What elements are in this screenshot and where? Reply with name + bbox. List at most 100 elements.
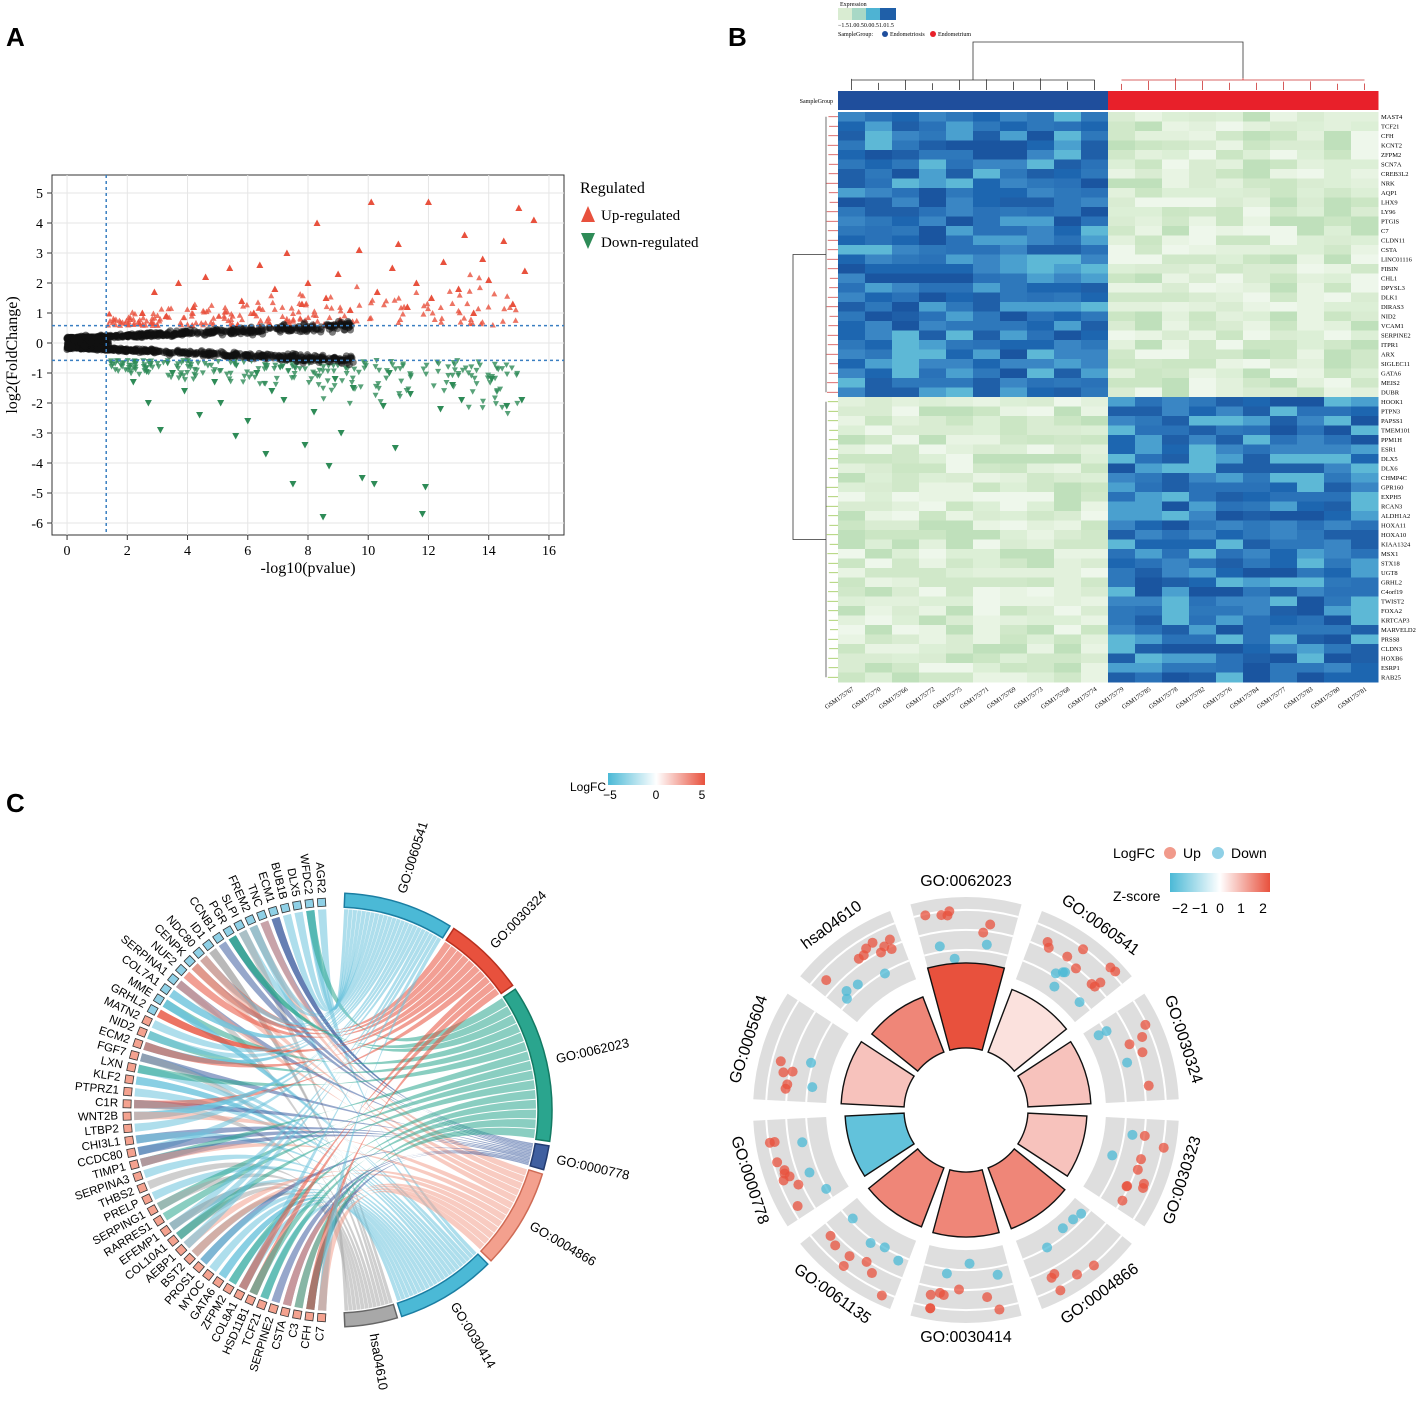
heatmap-cell — [1108, 511, 1136, 521]
heatmap-cell — [892, 169, 920, 179]
down-point — [136, 371, 143, 378]
heatmap-cell — [1270, 121, 1298, 132]
down-point — [383, 375, 390, 382]
up-regulated-point — [322, 294, 330, 301]
heatmap-cell — [946, 511, 974, 521]
heatmap-cell — [865, 112, 893, 122]
heatmap-cell — [1324, 283, 1352, 293]
up-point — [168, 305, 175, 311]
heatmap-cell — [919, 387, 947, 398]
up-point — [476, 274, 483, 281]
heatmap-cell — [1000, 577, 1028, 588]
chord-gene-box — [256, 909, 268, 921]
heatmap-cell — [865, 273, 893, 284]
heatmap-cell — [973, 150, 1001, 160]
heatmap-cell — [946, 264, 974, 274]
heatmap-cell — [1000, 558, 1028, 569]
down-regulated-point — [262, 451, 270, 458]
heatmap-cell — [1351, 264, 1379, 274]
heatmap-cell — [838, 473, 866, 483]
heatmap-cell — [919, 359, 947, 369]
up-point — [184, 306, 191, 312]
heatmap-cell — [973, 653, 1001, 664]
heatmap-cell — [1243, 482, 1271, 493]
heatmap-cell — [1027, 121, 1055, 132]
heatmap-cell — [1000, 112, 1028, 122]
volcano-legend-down: Down-regulated — [601, 235, 699, 251]
up-point — [236, 312, 243, 318]
heatmap-cell — [892, 397, 920, 407]
heatmap-cell — [892, 672, 920, 683]
ns-point — [243, 351, 251, 359]
up-point — [269, 299, 276, 306]
heatmap-cell — [838, 416, 866, 426]
heatmap-cell — [1000, 273, 1028, 284]
heatmap-cell — [838, 273, 866, 284]
heatmap-cell — [1000, 197, 1028, 208]
volcano-x-tick-label: 4 — [184, 544, 191, 559]
heatmap-cell — [946, 530, 974, 540]
heatmap-cell — [973, 539, 1001, 550]
heatmap-cell — [1135, 197, 1163, 208]
heatmap-cell — [946, 121, 974, 132]
down-gene-point — [992, 1269, 1003, 1280]
up-gene-point — [1143, 1080, 1154, 1091]
heatmap-cell — [946, 397, 974, 407]
heatmap-cell — [919, 273, 947, 284]
heatmap-cell — [1297, 292, 1325, 303]
heatmap-cell — [1243, 112, 1271, 122]
heatmap-cell — [1054, 615, 1082, 626]
heatmap-cell — [1216, 397, 1244, 407]
heatmap-cell — [1189, 121, 1217, 132]
heatmap-cell — [1270, 416, 1298, 426]
heatmap-cell — [1216, 321, 1244, 331]
heatmap-cell — [946, 520, 974, 531]
heatmap-cell — [1216, 273, 1244, 284]
down-point — [493, 365, 500, 372]
heatmap-cell — [838, 178, 866, 189]
heatmap-row-label: FOXA2 — [1381, 608, 1402, 615]
heatmap-cell — [1054, 606, 1082, 616]
heatmap-cell — [1189, 140, 1217, 151]
heatmap-cell — [1162, 397, 1190, 407]
down-regulated-point — [244, 418, 252, 425]
heatmap-cell — [919, 653, 947, 664]
heatmap-cell — [865, 625, 893, 635]
heatmap-cell — [1351, 511, 1379, 521]
heatmap-cell — [1351, 539, 1379, 550]
heatmap-cell — [1297, 416, 1325, 426]
down-point — [449, 372, 456, 379]
heatmap-cell — [1324, 653, 1352, 664]
heatmap-cell — [1054, 311, 1082, 322]
heatmap-cell — [1351, 577, 1379, 588]
heatmap-cell — [1351, 359, 1379, 369]
heatmap-cell — [838, 606, 866, 616]
up-point — [299, 292, 306, 299]
heatmap-column-label: GSM175769 — [986, 686, 1018, 711]
heatmap-cell — [1081, 169, 1109, 179]
heatmap-cell — [865, 644, 893, 654]
down-point — [435, 368, 442, 375]
heatmap-cell — [1351, 254, 1379, 265]
up-regulated-point — [283, 249, 291, 256]
heatmap-cell — [1351, 112, 1379, 122]
heatmap-row-label: HOXA10 — [1381, 532, 1406, 539]
up-gene-point — [934, 1287, 945, 1298]
heatmap-cell — [973, 672, 1001, 683]
heatmap-cell — [1270, 663, 1298, 673]
heatmap-cell — [1027, 140, 1055, 151]
ns-point — [199, 352, 207, 360]
sample-group-cell — [1081, 91, 1109, 110]
down-regulated-point — [280, 397, 288, 404]
heatmap-cell — [1189, 216, 1217, 227]
heatmap-cell — [1162, 226, 1190, 236]
heatmap-cell — [1243, 264, 1271, 274]
volcano-gridlines — [52, 175, 564, 535]
volcano-legend-title: Regulated — [580, 180, 645, 197]
heatmap-cell — [1027, 596, 1055, 607]
heatmap-cell — [1243, 283, 1271, 293]
ns-point — [145, 329, 153, 337]
down-point — [443, 379, 450, 386]
heatmap-cell — [919, 568, 947, 578]
heatmap-cell — [1216, 235, 1244, 246]
